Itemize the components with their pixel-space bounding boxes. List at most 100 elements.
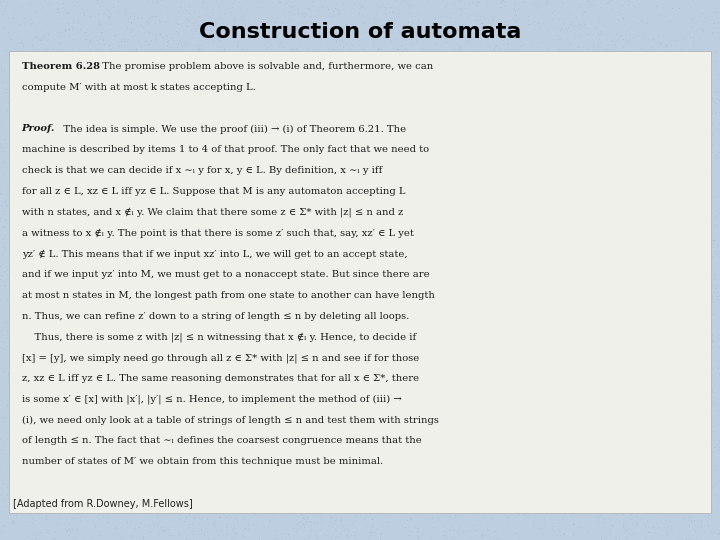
Point	[17, 338, 29, 347]
Point	[699, 17, 711, 25]
Point	[17, 222, 29, 231]
Point	[78, 370, 89, 379]
Point	[563, 374, 575, 382]
Point	[301, 106, 312, 114]
Point	[143, 178, 155, 186]
Point	[585, 62, 596, 71]
Point	[235, 2, 247, 10]
Point	[300, 29, 311, 38]
Point	[305, 521, 317, 529]
Point	[193, 246, 204, 254]
Point	[612, 443, 624, 451]
Point	[50, 47, 61, 56]
Point	[282, 28, 294, 37]
Point	[63, 366, 74, 374]
Point	[640, 501, 652, 510]
Point	[24, 114, 35, 123]
Point	[515, 484, 526, 492]
Point	[22, 209, 34, 218]
Point	[706, 56, 718, 65]
Point	[384, 181, 395, 190]
Point	[702, 409, 714, 418]
Point	[240, 436, 251, 444]
Point	[141, 0, 153, 6]
Point	[581, 516, 593, 524]
Point	[228, 437, 240, 446]
Point	[284, 2, 295, 11]
Point	[667, 191, 679, 200]
Point	[212, 33, 224, 42]
Point	[636, 167, 647, 176]
Point	[321, 140, 333, 149]
Point	[602, 60, 613, 69]
Point	[406, 318, 418, 327]
Point	[340, 367, 351, 376]
Point	[32, 387, 43, 396]
Point	[400, 170, 412, 179]
Point	[616, 469, 628, 477]
Point	[457, 301, 469, 310]
Point	[350, 24, 361, 33]
Point	[666, 7, 678, 16]
Point	[288, 330, 300, 339]
Point	[343, 307, 354, 316]
Point	[60, 533, 72, 540]
Point	[384, 414, 395, 422]
Point	[691, 174, 703, 183]
Point	[513, 133, 525, 142]
Point	[678, 235, 690, 244]
Point	[248, 410, 259, 418]
Point	[449, 79, 461, 88]
Point	[104, 187, 116, 196]
Point	[637, 28, 649, 36]
Point	[592, 47, 603, 56]
Point	[545, 155, 557, 164]
Point	[349, 218, 361, 227]
Text: and if we input yz′ into M, we must get to a nonaccept state. But since there ar: and if we input yz′ into M, we must get …	[22, 270, 429, 279]
Point	[454, 62, 466, 70]
Point	[650, 243, 662, 252]
Point	[627, 185, 639, 194]
Point	[151, 110, 163, 119]
Point	[544, 133, 555, 142]
Point	[16, 411, 27, 420]
Point	[529, 33, 541, 42]
Point	[93, 105, 104, 114]
Point	[35, 78, 47, 87]
Point	[431, 334, 443, 343]
Point	[567, 98, 578, 106]
Point	[365, 307, 377, 315]
Point	[27, 341, 39, 349]
Point	[636, 458, 648, 467]
Point	[23, 517, 35, 526]
Point	[629, 282, 641, 291]
Point	[194, 299, 205, 307]
Point	[77, 0, 89, 5]
Point	[408, 63, 419, 72]
Point	[704, 325, 716, 334]
Point	[138, 75, 150, 83]
Point	[551, 245, 562, 254]
Point	[292, 381, 303, 389]
Point	[572, 210, 583, 219]
Point	[312, 46, 324, 55]
Point	[620, 249, 631, 258]
Point	[199, 201, 210, 210]
Point	[492, 444, 503, 453]
Point	[678, 419, 689, 428]
Point	[207, 475, 218, 484]
Point	[306, 334, 318, 342]
Point	[380, 518, 392, 526]
Point	[192, 380, 204, 389]
Point	[405, 151, 416, 159]
Point	[325, 4, 337, 12]
Point	[676, 394, 688, 402]
Point	[4, 443, 16, 451]
Point	[667, 178, 678, 186]
Point	[711, 84, 720, 92]
Point	[567, 314, 578, 322]
Point	[291, 335, 302, 343]
Point	[458, 489, 469, 497]
Point	[297, 514, 308, 522]
Point	[610, 192, 621, 201]
